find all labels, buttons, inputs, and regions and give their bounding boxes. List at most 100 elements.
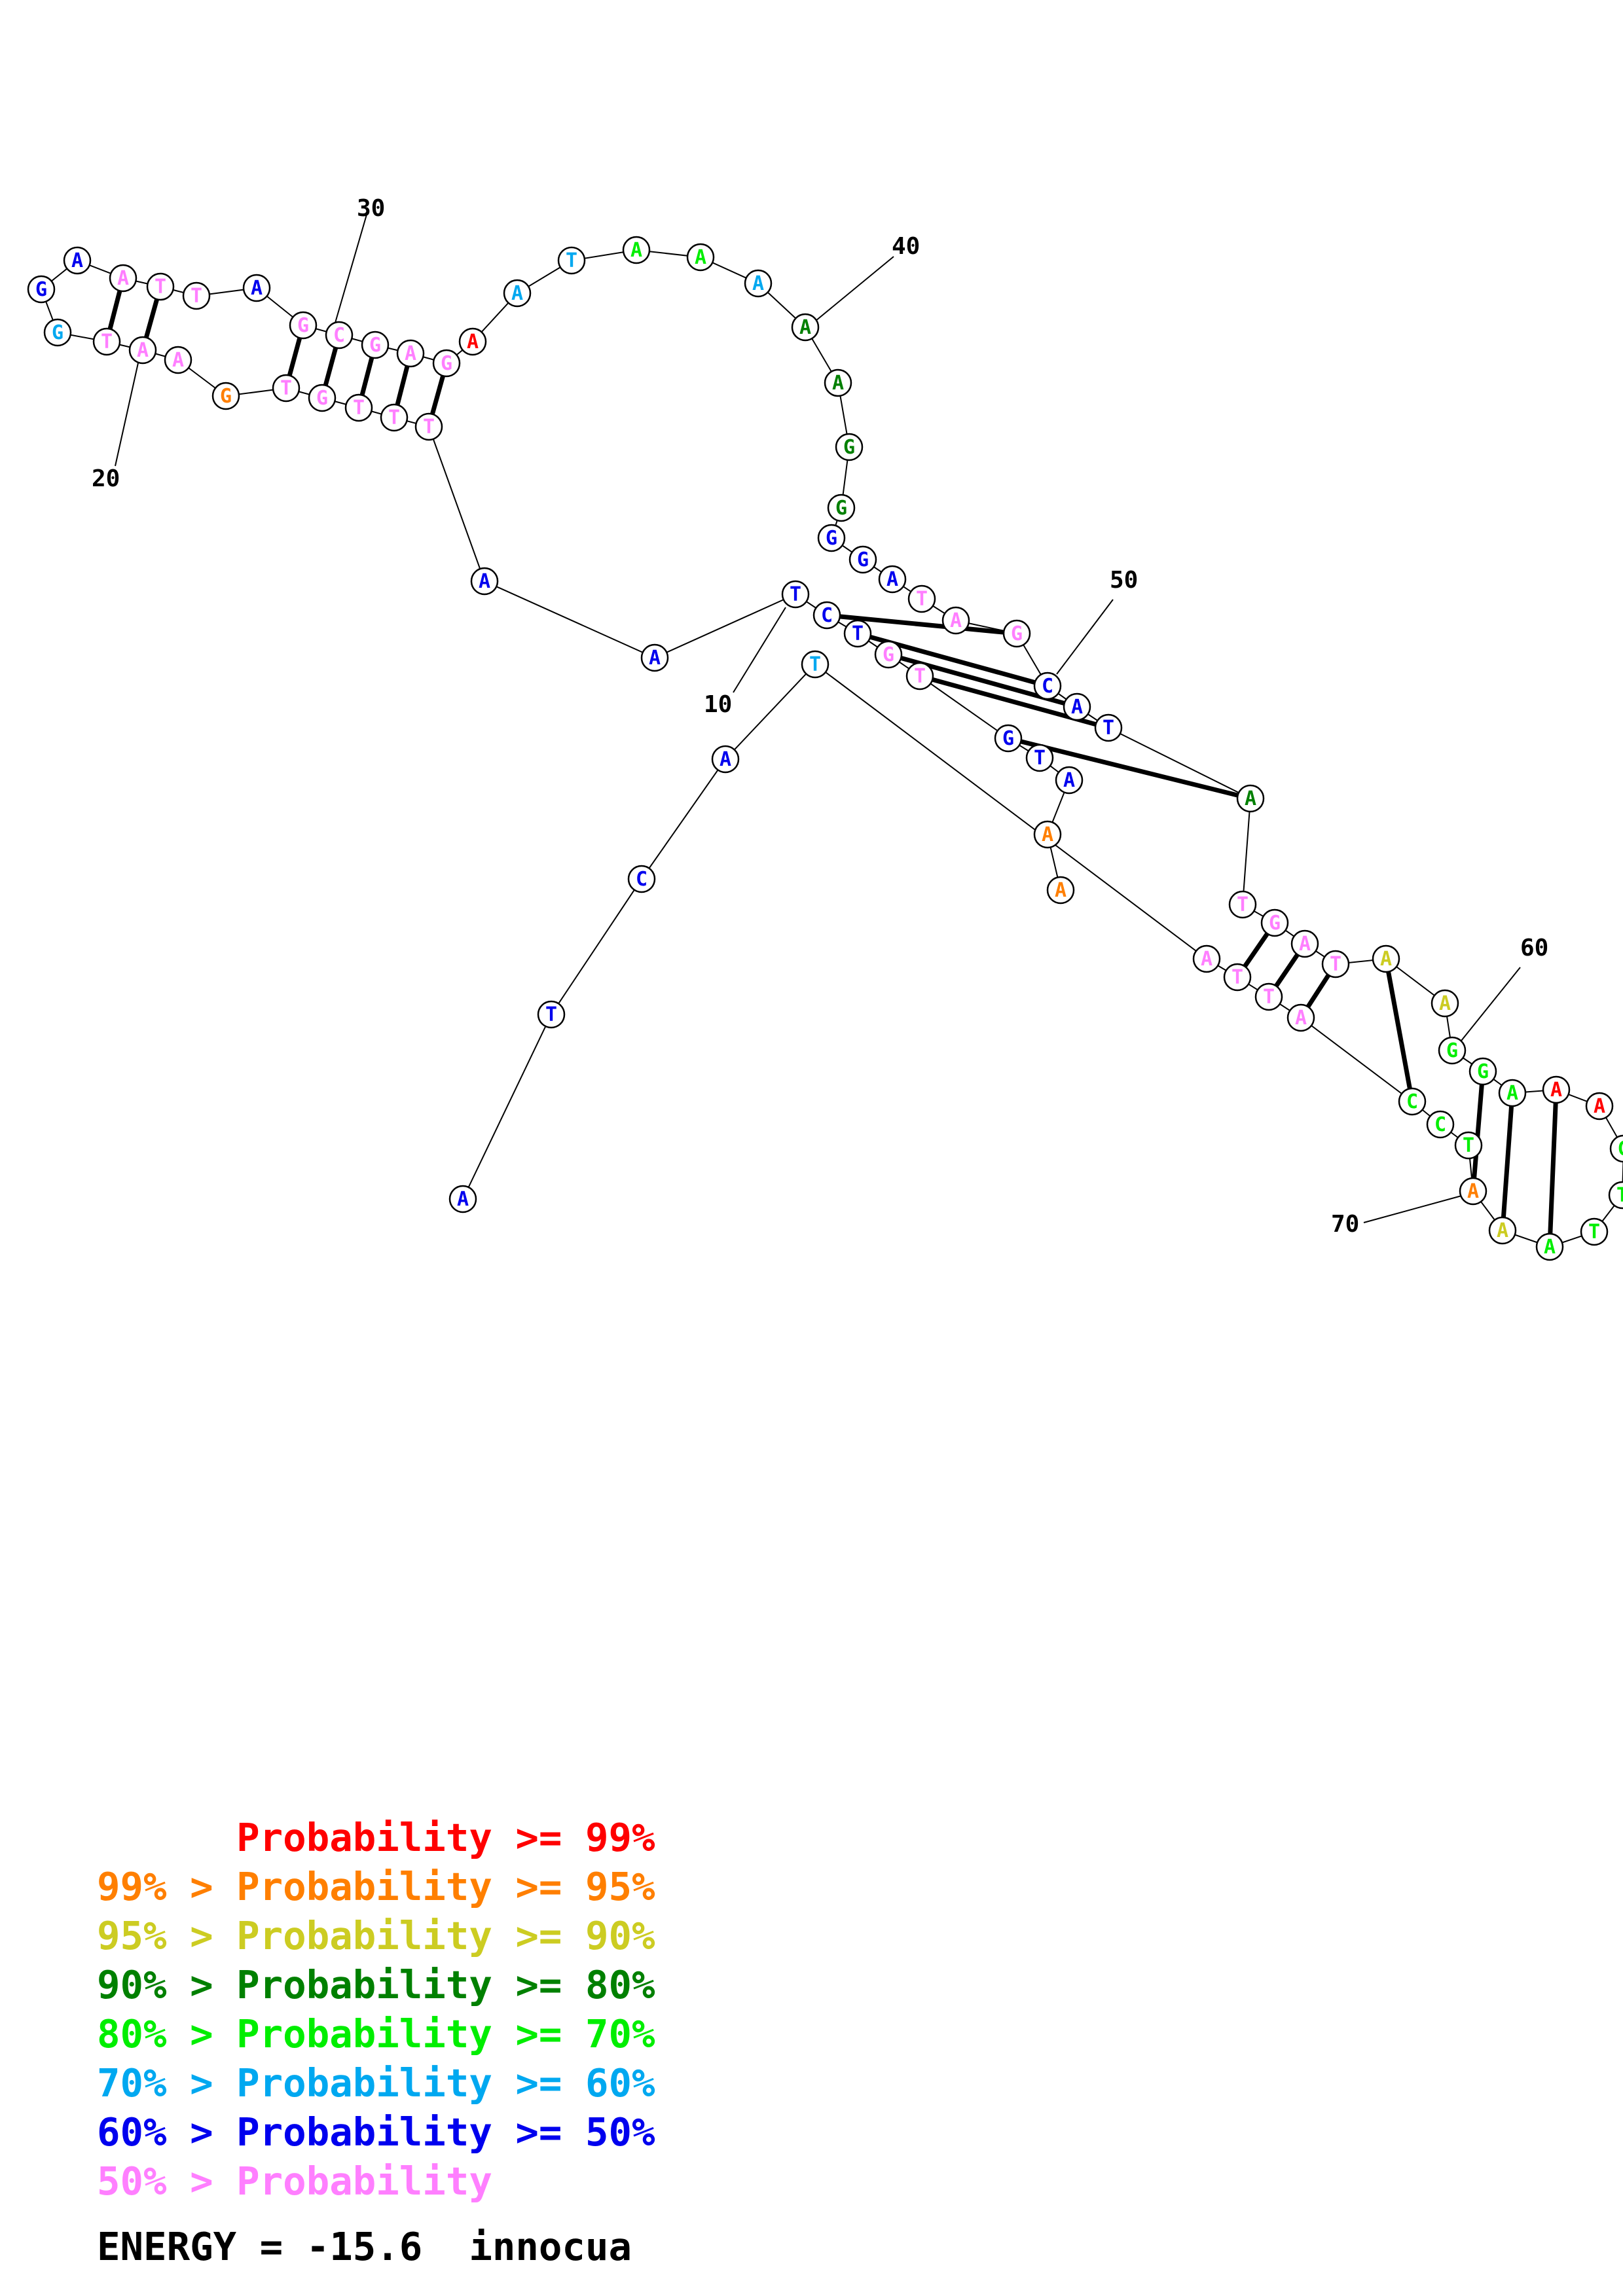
nucleotide-circle	[432, 349, 461, 378]
nucleotide: A	[1063, 692, 1091, 721]
index-label: 50	[1110, 567, 1138, 594]
nucleotide-letter: A	[479, 570, 490, 593]
nucleotide-circle	[878, 565, 907, 594]
nucleotide: A	[1498, 1079, 1527, 1107]
index-label: 40	[892, 233, 920, 260]
nucleotide-letter: T	[388, 406, 400, 429]
nucleotide-letter: G	[441, 352, 452, 375]
nucleotide: A	[622, 236, 651, 264]
legend-row: 99% > Probability >= 95%	[97, 1862, 655, 1911]
legend-range-prefix	[97, 1815, 236, 1860]
nucleotide-circle	[396, 339, 425, 368]
nucleotide: G	[27, 275, 56, 304]
nucleotide-letter: C	[333, 324, 345, 347]
nucleotide: A	[686, 243, 715, 272]
nucleotide: A	[1046, 876, 1075, 905]
legend-row: 50% > Probability	[97, 2157, 655, 2206]
nucleotide-letter: A	[1506, 1082, 1518, 1105]
nucleotide-letter: C	[636, 868, 647, 891]
nucleotide-circle	[994, 724, 1023, 753]
legend-row: 90% > Probability >= 80%	[97, 1960, 655, 2009]
nucleotide: T	[537, 1000, 566, 1029]
nucleotide-circle	[211, 382, 240, 410]
nucleotide-circle	[1055, 766, 1084, 795]
nucleotide-circle	[907, 584, 936, 613]
nucleotide-letter: T	[1330, 953, 1341, 976]
nucleotide-circle	[448, 1185, 477, 1213]
nucleotide: G	[308, 384, 337, 412]
nucleotide: A	[470, 567, 499, 596]
nucleotide-circle	[827, 493, 856, 522]
index-tick	[815, 256, 894, 321]
nucleotide-letter: A	[1594, 1095, 1605, 1118]
nucleotide: C	[627, 865, 656, 893]
nucleotide-letter: T	[280, 377, 292, 400]
nucleotide: T	[344, 393, 373, 422]
nucleotide-letter: A	[1467, 1180, 1479, 1203]
nucleotide-circle	[874, 640, 903, 669]
base-pair-bond	[143, 297, 160, 340]
nucleotide: C	[1426, 1110, 1455, 1139]
index-tick	[733, 607, 786, 693]
nucleotide: T	[272, 374, 301, 403]
nucleotide: A	[128, 336, 157, 365]
nucleotide-circle	[470, 567, 499, 596]
legend-row: 95% > Probability >= 90%	[97, 1911, 655, 1960]
nucleotide-circle	[1488, 1216, 1517, 1245]
nucleotide-letter: G	[1477, 1060, 1489, 1083]
nucleotide-letter: G	[826, 527, 837, 550]
nucleotide: C	[812, 601, 841, 630]
nucleotide-letter: A	[1544, 1236, 1556, 1259]
nucleotide: T	[843, 619, 872, 648]
nucleotide-letter: A	[1201, 948, 1213, 971]
nucleotide: A	[824, 368, 852, 397]
nucleotide: T	[1321, 950, 1350, 978]
nucleotide: A	[1542, 1075, 1571, 1104]
nucleotide: A	[1585, 1092, 1614, 1121]
nucleotide-circle	[622, 236, 651, 264]
legend-row: 70% > Probability >= 60%	[97, 2058, 655, 2108]
nucleotide-circle	[1236, 784, 1265, 813]
nucleotide-letter: T	[1616, 1184, 1623, 1207]
nucleotide-circle	[817, 524, 846, 552]
backbone-layer	[40, 249, 1623, 1248]
base-pair-bond	[107, 289, 122, 331]
nucleotide-circle	[744, 269, 773, 298]
nucleotide: T	[1025, 744, 1054, 772]
nucleotide-letter: A	[137, 339, 149, 362]
nucleotide: A	[1372, 944, 1400, 973]
nucleotide: A	[242, 274, 271, 302]
legend-row: 80% > Probability >= 70%	[97, 2009, 655, 2058]
nucleotide: C	[1033, 672, 1062, 700]
nucleotide: T	[1608, 1181, 1623, 1210]
nucleotide-letter: G	[1011, 622, 1023, 645]
nucleotide: A	[164, 346, 192, 374]
nucleotide-circle	[1468, 1057, 1497, 1086]
nucleotide-circle	[812, 601, 841, 630]
index-tick	[115, 359, 139, 467]
nucleotide-circle	[146, 272, 175, 301]
nucleotide-letter: A	[511, 282, 523, 305]
nucleotide-circle	[557, 246, 586, 275]
nucleotide-circle	[380, 403, 409, 432]
nucleotide: A	[1033, 820, 1062, 849]
nucleotide-circle	[1454, 1131, 1483, 1160]
legend-label: Probability >= 99%	[236, 1815, 655, 1860]
nucleotide: A	[941, 606, 970, 635]
nucleotide: G	[211, 382, 240, 410]
nucleotide-circle	[640, 643, 669, 672]
nucleotide: A	[109, 264, 137, 293]
nucleotide: T	[781, 580, 810, 609]
nucleotide-letter: T	[809, 653, 821, 676]
legend-label: Probability >= 50%	[236, 2109, 655, 2155]
nucleotide-circle	[1426, 1110, 1455, 1139]
nucleotide: G	[1002, 619, 1031, 648]
nucleotide: C	[325, 321, 354, 350]
base-pair-bond	[429, 374, 446, 416]
nucleotide-letter: A	[1497, 1219, 1508, 1242]
index-label: 60	[1520, 935, 1548, 961]
nucleotide-circle	[1585, 1092, 1614, 1121]
nucleotide-circle	[1398, 1087, 1427, 1116]
